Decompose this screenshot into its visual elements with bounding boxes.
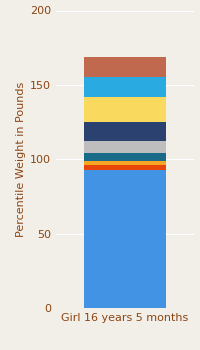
Bar	[84, 170, 166, 308]
Bar	[84, 141, 166, 153]
Bar	[84, 97, 166, 122]
Bar	[84, 153, 166, 161]
Bar	[84, 165, 166, 170]
Bar	[84, 57, 166, 77]
Bar	[84, 161, 166, 165]
Bar	[84, 122, 166, 141]
Y-axis label: Percentile Weight in Pounds: Percentile Weight in Pounds	[16, 82, 26, 237]
Bar	[84, 77, 166, 97]
